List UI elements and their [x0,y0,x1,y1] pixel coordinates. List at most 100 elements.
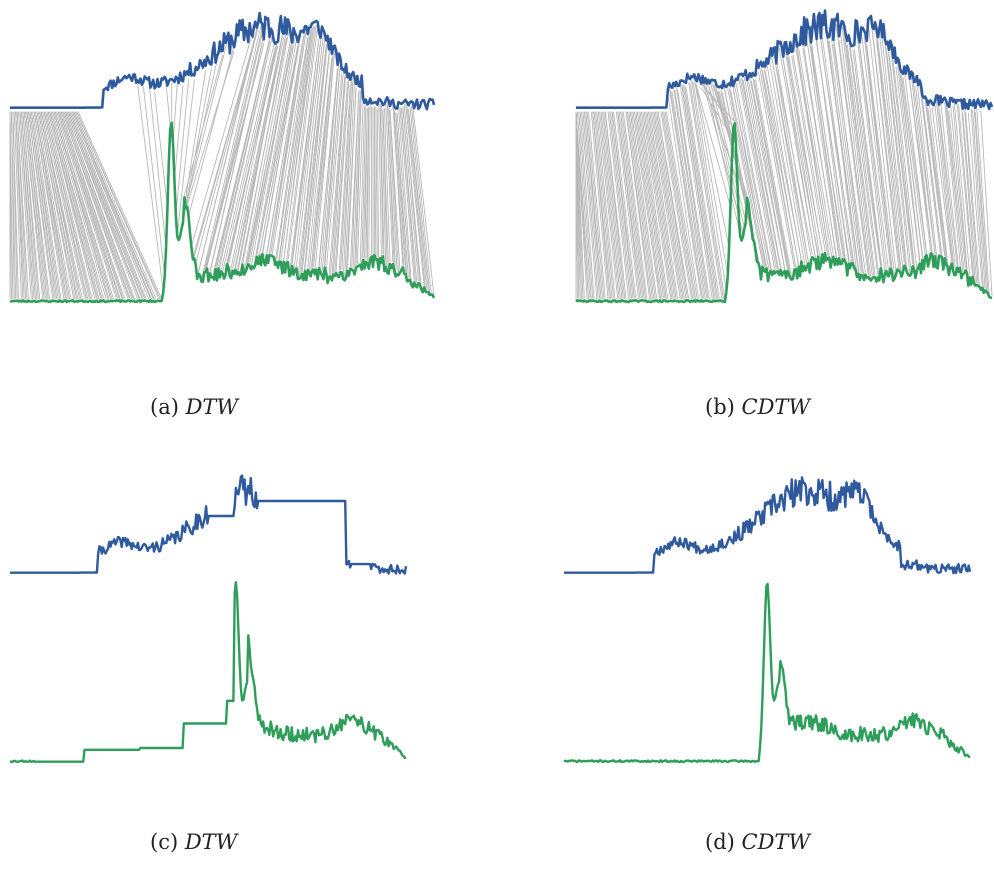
alignment-line [57,111,120,299]
alignment-line [368,102,371,267]
alignment-line [325,72,344,271]
alignment-line [356,102,364,265]
alignment-line [175,78,190,214]
alignment-line [71,111,151,299]
alignment-line [901,76,926,255]
alignment-line [593,111,613,300]
alignment-line [290,37,320,273]
alignment-line [33,111,66,299]
alignment-line [919,84,941,255]
alignment-line [647,111,677,300]
alignment-line [965,112,980,285]
alignment-line [636,111,665,299]
alignment-line [643,111,673,300]
alignment-line [253,36,296,267]
alignment-line [944,101,962,277]
alignment-line [287,25,319,261]
alignment-line [752,77,790,273]
alignment-line [645,111,674,300]
alignment-line [586,111,605,300]
alignment-line [12,111,19,300]
alignment-line [621,111,647,299]
alignment-line [931,107,953,262]
alignment-line [266,36,304,254]
alignment-line [876,32,904,271]
alignment-line [972,109,986,289]
alignment-line [830,31,864,274]
alignment-line [610,111,633,300]
alignment-line [692,81,727,290]
alignment-line [328,76,346,276]
alignment-line [899,73,925,268]
alignment-line [198,16,261,273]
alignment-line [46,111,93,300]
alignment-line [656,111,687,299]
alignment-line [924,100,946,257]
series-line-green [9,121,436,304]
alignment-line [926,103,947,263]
alignment-line [885,48,912,272]
alignment-line [629,111,656,299]
alignment-line [237,21,286,270]
alignment-line [665,111,698,299]
alignment-line [243,28,290,273]
alignment-line [597,111,619,300]
caption-d: (d) CDTW [705,830,810,854]
alignment-line [186,51,235,205]
alignment-line [691,80,726,300]
series-line-green [563,582,971,764]
alignment-line [603,111,624,300]
caption-c-name: DTW [184,830,238,854]
alignment-line [69,111,146,299]
alignment-line [276,30,312,261]
caption-a: (a) DTW [150,395,238,419]
alignment-line [314,49,336,273]
alignment-line [322,62,341,278]
alignment-line [735,82,773,274]
alignment-line [739,78,777,270]
alignment-line [948,110,967,269]
alignment-line [361,103,367,268]
alignment-line [185,36,229,207]
alignment-line [402,106,419,282]
alignment-line [952,105,969,284]
caption-b: (b) CDTW [705,395,810,419]
alignment-line [376,108,380,268]
alignment-line [66,111,140,299]
alignment-line [30,111,61,299]
alignment-line [685,86,720,299]
alignment-line [642,111,672,299]
alignment-line [748,81,786,270]
alignment-line [379,103,385,270]
caption-c-label: (c) [150,830,179,854]
alignment-line [148,81,167,248]
alignment-line [73,111,156,301]
alignment-line [674,89,708,299]
alignment-line [664,111,697,300]
alignment-line [392,103,405,272]
alignment-line [825,34,859,272]
alignment-line [848,39,880,279]
alignment-line [398,106,412,283]
alignment-line [172,82,178,144]
series-line-green [575,122,993,304]
alignment-line [866,44,896,277]
alignment-line [693,78,729,276]
alignment-line [183,54,224,196]
alignment-line [915,85,937,265]
alignment-line [206,20,266,267]
alignment-line [681,84,716,300]
alignment-line [607,111,630,300]
alignment-line [32,111,62,300]
alignment-line [20,111,38,300]
alignment-line [684,85,719,300]
alignment-line [653,111,684,300]
alignment-line [916,80,939,267]
caption-d-label: (d) [705,830,735,854]
alignment-line [627,111,653,300]
alignment-lines [575,14,993,301]
alignment-line [613,111,637,299]
alignment-line [867,23,897,273]
panel-b-svg [575,9,994,304]
alignment-line [842,25,875,276]
